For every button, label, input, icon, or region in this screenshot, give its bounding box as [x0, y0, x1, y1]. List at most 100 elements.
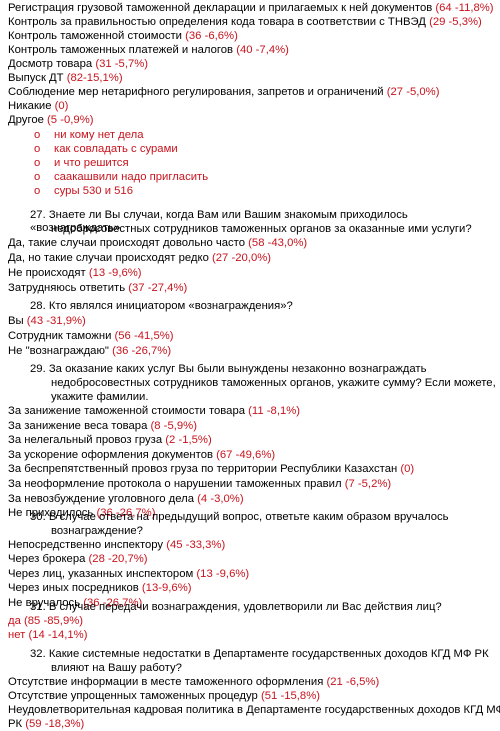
answer-row: Регистрация грузовой таможенной декларац…: [8, 2, 494, 15]
answer-value: (82-15,1%): [66, 72, 123, 84]
answer-value: (11 -8,1%): [248, 405, 301, 417]
answer-text: Непосредственно инспектору: [8, 539, 167, 551]
other-answer-item: o ни кому нет дела: [34, 129, 144, 142]
question-title: 28. Кто являлся инициатором «вознагражде…: [30, 300, 490, 313]
answer-value: (7 -5,2%): [344, 478, 392, 490]
answer-value: (2 -1,5%): [165, 434, 212, 447]
answer-value: (21 -6,5%): [326, 676, 380, 688]
answer-text: Через брокера: [8, 553, 89, 566]
question-title: недобросовестных сотрудников таможенных …: [51, 377, 496, 390]
answer-text: Регистрация грузовой таможенной декларац…: [8, 2, 436, 14]
answer-row: нет (14 -14,1%): [8, 629, 87, 642]
answer-value: (4 -3,0%): [197, 492, 244, 505]
answer-text: Да, такие случаи происходят довольно час…: [8, 237, 249, 249]
answer-value: (36 -26,7%): [83, 596, 143, 609]
answer-row: Не вручалось (36 -26,7%): [8, 597, 142, 610]
other-answer-text: саакашвили надо пригласить: [54, 171, 209, 183]
answer-value: (37 -27,4%): [128, 282, 188, 294]
answer-value: (36 -26,7%): [96, 507, 156, 520]
answer-row: За ускорение оформления документов (67 -…: [8, 449, 275, 462]
answer-value: (59 -18,3%): [25, 718, 85, 730]
question-title: 32. Какие системные недостатки в Департа…: [30, 648, 490, 661]
question-text: 32. Какие системные недостатки в Департа…: [30, 648, 489, 660]
answer-text: Другое: [8, 114, 48, 126]
bullet-icon: o: [34, 143, 41, 155]
answer-row: Через иных посредников (13-9,6%): [8, 582, 192, 595]
other-answer-text: суры 530 и 516: [54, 185, 133, 197]
answer-value: (8 -5,9%): [150, 419, 197, 432]
answer-value: (51 -15,8%): [260, 690, 321, 702]
other-answer-item: o саакашвили надо пригласить: [34, 171, 208, 184]
answer-text: Через лиц, указанных инспектором: [8, 567, 197, 580]
answer-text: Да, но такие случаи происходят редко: [8, 252, 213, 264]
answer-text: Контроль таможенной стоимости: [8, 30, 186, 42]
answer-value: (27 -5,0%): [386, 86, 440, 98]
answer-row: За занижение таможенной стоимости товара…: [8, 405, 300, 418]
answer-row: Сотрудник таможни (56 -41,5%): [8, 330, 174, 343]
answer-text: За нелегальный провоз груза: [8, 434, 166, 447]
answer-row: За неоформление протокола о нарушении та…: [8, 478, 391, 491]
answer-text: РК: [8, 718, 26, 730]
question-text: укажите фамилии.: [51, 391, 149, 403]
question-title: 27. Знаете ли Вы случаи, когда Вам или В…: [30, 209, 490, 234]
answer-value: (13 -9,6%): [88, 267, 142, 279]
answer-value: (43 -31,9%): [26, 315, 86, 327]
answer-value: (36 -26,7%): [112, 345, 172, 357]
other-answer-item: o суры 530 и 516: [34, 185, 133, 198]
answer-text: За беспрепятственный провоз груза по тер…: [8, 463, 401, 476]
answer-value: (56 -41,5%): [114, 330, 174, 342]
answer-row: За беспрепятственный провоз груза по тер…: [8, 463, 414, 476]
answer-row: Никакие (0): [8, 100, 68, 113]
question-text: 27. Знаете ли Вы случаи, когда Вам или В…: [30, 209, 408, 234]
bullet-icon: o: [34, 157, 41, 169]
answer-text: Затрудняюсь ответить: [8, 282, 129, 294]
answer-row: Отсутствие информации в месте таможенног…: [8, 676, 379, 689]
answer-value: да (85 -85,9%): [8, 615, 84, 627]
answer-row: Отсутствие упрощенных таможенных процеду…: [8, 690, 320, 703]
answer-value: (27 -20,0%): [212, 252, 272, 264]
question-text: недобросовестных сотрудников таможенных …: [51, 223, 472, 235]
question-title: влияют на Вашу работу?: [51, 662, 182, 675]
other-answer-text: как совладать с сурами: [54, 143, 178, 155]
answer-text: Через иных посредников: [8, 582, 142, 595]
answer-text: Не "вознаграждаю": [8, 345, 113, 357]
answer-text: За занижение веса товара: [8, 419, 151, 432]
answer-value: (28 -20,7%): [88, 553, 148, 566]
answer-row: да (85 -85,9%): [8, 615, 83, 628]
answer-text: За невозбуждение уголовного дела: [8, 492, 198, 505]
question-text: 28. Кто являлся инициатором «вознагражде…: [30, 300, 293, 312]
answer-row: За нелегальный провоз груза (2 -1,5%): [8, 434, 212, 447]
answer-value: (13 -9,6%): [196, 567, 250, 580]
answer-row: Соблюдение мер нетарифного регулирования…: [8, 86, 440, 99]
answer-row: Не происходят (13 -9,6%): [8, 267, 142, 280]
bullet-icon: o: [34, 129, 41, 141]
answer-text: За неоформление протокола о нарушении та…: [8, 478, 345, 490]
question-title: 30. В случае ответа на предыдущий вопрос…: [30, 511, 490, 524]
question-title: укажите фамилии.: [51, 391, 148, 404]
question-title: 31. В случае передачи вознаграждения, уд…: [30, 601, 490, 614]
bullet-icon: o: [34, 171, 41, 183]
answer-text: Вы: [8, 315, 27, 327]
answer-text: Не вручалось: [8, 596, 84, 609]
bullet-icon: o: [34, 185, 41, 197]
answer-text: Сотрудник таможни: [8, 330, 115, 342]
answer-text: Не происходят: [8, 267, 89, 279]
question-text: вознаграждение?: [51, 525, 143, 537]
answer-value: (45 -33,3%): [166, 539, 226, 551]
answer-row: Через лиц, указанных инспектором (13 -9,…: [8, 568, 249, 581]
answer-row: Неудовлетворительная кадровая политика в…: [8, 704, 500, 717]
answer-text: Отсутствие информации в месте таможенног…: [8, 676, 327, 688]
answer-value: (0): [400, 463, 415, 476]
answer-value: (13-9,6%): [141, 582, 192, 595]
answer-row: Контроль таможенных платежей и налогов (…: [8, 44, 289, 57]
answer-row: Досмотр товара (31 -5,7%): [8, 58, 148, 71]
answer-text: Не приходилось: [8, 507, 97, 520]
other-answer-item: o и что решится: [34, 157, 129, 170]
answer-text: За ускорение оформления документов: [8, 448, 217, 461]
question-text: 31. В случае передачи вознаграждения, уд…: [30, 601, 442, 613]
answer-value: нет (14 -14,1%): [8, 629, 88, 641]
answer-text: Выпуск ДТ: [8, 72, 67, 84]
answer-row: Не приходилось (36 -26,7%): [8, 507, 155, 520]
answer-text: Досмотр товара: [8, 58, 96, 70]
answer-value: (67 -49,6%): [216, 448, 276, 461]
